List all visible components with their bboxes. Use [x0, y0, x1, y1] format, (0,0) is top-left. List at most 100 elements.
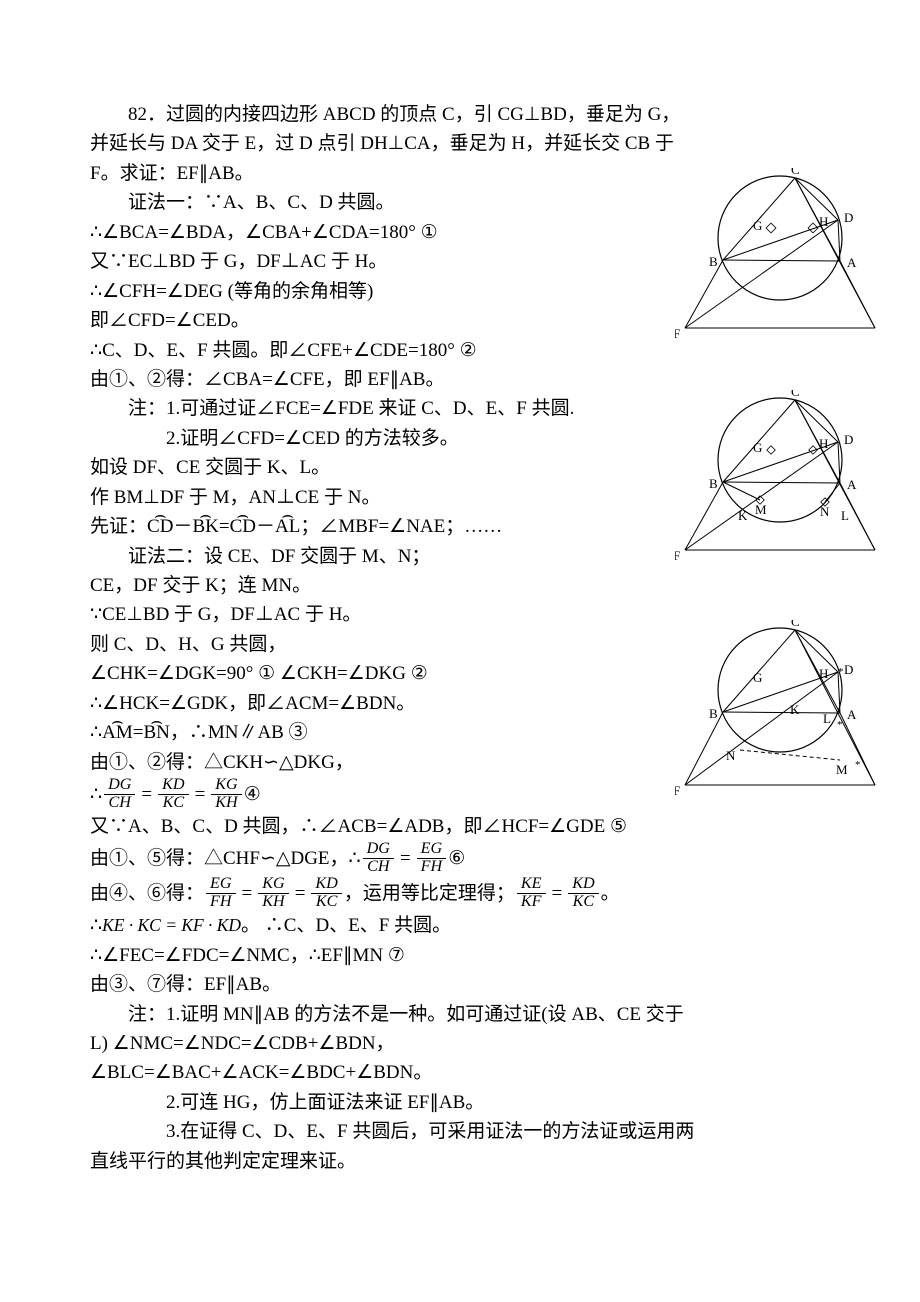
frac-2: KDKC: [158, 777, 188, 812]
proof2-note2: 2.可连 HG，仿上面证法来证 EF∥AB。: [90, 1088, 830, 1117]
proof2-l12: 由④、⑥得： EGFH = KGKH = KDKC ，运用等比定理得； KEKF…: [90, 876, 620, 911]
svg-text:C: C: [791, 390, 800, 399]
eq-6: =: [552, 879, 563, 908]
frac-4: DGCH: [363, 841, 394, 876]
svg-text:H: H: [819, 666, 828, 681]
svg-text:*: *: [838, 666, 844, 678]
svg-text:B: B: [709, 254, 718, 269]
note1a-text: 1.证明 MN∥AB 的方法不是一种。如可通过证(设 AB、CE 交于: [166, 1004, 684, 1025]
frac-5: EGFH: [417, 841, 447, 876]
svg-text:H: H: [819, 436, 828, 451]
frac-1: DGCH: [104, 777, 135, 812]
eq-2: =: [195, 780, 206, 809]
svg-text:B: B: [709, 476, 718, 491]
arc-am: AM: [102, 718, 133, 747]
f6n: EG: [206, 876, 236, 894]
svg-text:*: *: [855, 759, 861, 771]
svg-text:K: K: [738, 508, 748, 523]
frac-3: KGKH: [211, 777, 241, 812]
svg-text:D: D: [844, 210, 853, 225]
svg-text:F: F: [675, 783, 680, 798]
svg-text:F: F: [675, 326, 680, 338]
note1-text: 1.可通过证∠FCE=∠FDE 来证 C、D、E、F 共圆.: [166, 398, 574, 419]
svg-text:B: B: [709, 706, 718, 721]
svg-text:G: G: [753, 670, 762, 685]
svg-text:D: D: [844, 432, 853, 447]
geometry-diagram-1: CDABFEGH: [675, 168, 880, 338]
svg-text:F: F: [675, 548, 680, 560]
f9d: KF: [517, 894, 546, 911]
frac-9: KEKF: [517, 876, 546, 911]
proof2-l9: ∴ DGCH = KDKC = KGKH ④: [90, 777, 261, 812]
l13-a: ∴: [90, 915, 102, 936]
arc-cd2: CD: [230, 512, 256, 541]
f8d: KC: [311, 894, 341, 911]
f7d: KH: [258, 894, 288, 911]
l7-pre: ∴: [90, 722, 102, 743]
proof2-note1b: L) ∠NMC=∠NDC=∠CDB+∠BDN，: [90, 1029, 830, 1058]
f10n: KD: [568, 876, 598, 894]
eq-5: =: [295, 879, 306, 908]
l7-eq: =: [133, 722, 144, 743]
proof2-note1c: ∠BLC=∠BAC+∠ACK=∠BDC+∠BDN。: [90, 1058, 830, 1087]
proof2-l13: ∴KE · KC = KF · KD。 ∴C、D、E、F 共圆。: [90, 911, 830, 940]
proof2-l15: 由③、⑦得：EF∥AB。: [90, 970, 830, 999]
arc-eq: =: [219, 516, 230, 537]
l12-aft: 。: [601, 879, 620, 908]
svg-text:G: G: [753, 440, 762, 455]
proof2-note3b: 直线平行的其他判定定理来证。: [90, 1147, 830, 1176]
svg-text:A: A: [847, 707, 857, 722]
l9-aft: ④: [244, 780, 261, 809]
f6d: FH: [206, 894, 236, 911]
proof2-note3a: 3.在证得 C、D、E、F 共圆后，可采用证法一的方法证或运用两: [90, 1117, 830, 1146]
f7n: KG: [258, 876, 288, 894]
arc-al: AL: [275, 512, 300, 541]
f2d: KC: [158, 795, 188, 812]
frac-6: EGFH: [206, 876, 236, 911]
f5d: FH: [417, 859, 447, 876]
proof2-l2: CE，DF 交于 K；连 MN。: [90, 571, 830, 600]
arc-minus-1: －: [173, 516, 192, 537]
problem-number: 82．: [128, 104, 166, 125]
note-prefix: 注：: [128, 398, 166, 419]
svg-text:M: M: [836, 762, 848, 777]
f3n: KG: [211, 777, 241, 795]
f5n: EG: [417, 841, 447, 859]
geometry-diagram-3: ***CDABFEGHKLNM: [675, 620, 880, 800]
f4d: CH: [363, 859, 394, 876]
svg-text:M: M: [755, 502, 767, 517]
svg-text:N: N: [726, 748, 736, 763]
l13-expr: KE · KC = KF · KD: [102, 915, 241, 935]
problem-line-2: 并延长与 DA 交于 E，过 D 点引 DH⊥CA，垂足为 H，并延长交 CB …: [90, 129, 830, 158]
proof2-l11: 由①、⑤得：△CHF∽△DGE，∴ DGCH = EGFH ⑥: [90, 841, 465, 876]
problem-text-1: 过圆的内接四边形 ABCD 的顶点 C，引 CG⊥BD，垂足为 G，: [166, 104, 680, 125]
svg-text:N: N: [820, 504, 830, 519]
f10d: KC: [568, 894, 598, 911]
svg-text:K: K: [790, 702, 800, 717]
svg-text:*: *: [837, 719, 843, 731]
svg-text:C: C: [791, 620, 800, 629]
eq-4: =: [242, 879, 253, 908]
eq-1: =: [141, 780, 152, 809]
arc-bn: BN: [143, 718, 169, 747]
proof1-l6: ∴C、D、E、F 共圆。即∠CFE+∠CDE=180° ②: [90, 336, 830, 365]
problem-line-1: 82．过圆的内接四边形 ABCD 的顶点 C，引 CG⊥BD，垂足为 G，: [90, 100, 830, 129]
arc-minus-2: －: [256, 516, 275, 537]
proof2-note1a: 注：1.证明 MN∥AB 的方法不是一种。如可通过证(设 AB、CE 交于: [90, 1000, 830, 1029]
f8n: KD: [311, 876, 341, 894]
l9-pre: ∴: [90, 780, 102, 809]
geometry-diagram-2: CDABFEGHKMNL: [675, 390, 880, 560]
arc-prefix: 先证：: [90, 516, 147, 537]
f4n: DG: [363, 841, 394, 859]
f1d: CH: [104, 795, 135, 812]
svg-text:A: A: [847, 255, 857, 270]
l12-pre: 由④、⑥得：: [90, 879, 204, 908]
l12-mid: ，运用等比定理得；: [344, 879, 515, 908]
l11-pre: 由①、⑤得：△CHF∽△DGE，∴: [90, 844, 361, 873]
svg-text:G: G: [753, 218, 762, 233]
arc-bk: BK: [192, 512, 218, 541]
arc-after: ；∠MBF=∠NAE；……: [300, 516, 502, 537]
proof2-l10: 又∵A、B、C、D 共圆，∴∠ACB=∠ADB，即∠HCF=∠GDE ⑤: [90, 812, 830, 841]
svg-text:C: C: [791, 168, 800, 177]
f3d: KH: [211, 795, 241, 812]
